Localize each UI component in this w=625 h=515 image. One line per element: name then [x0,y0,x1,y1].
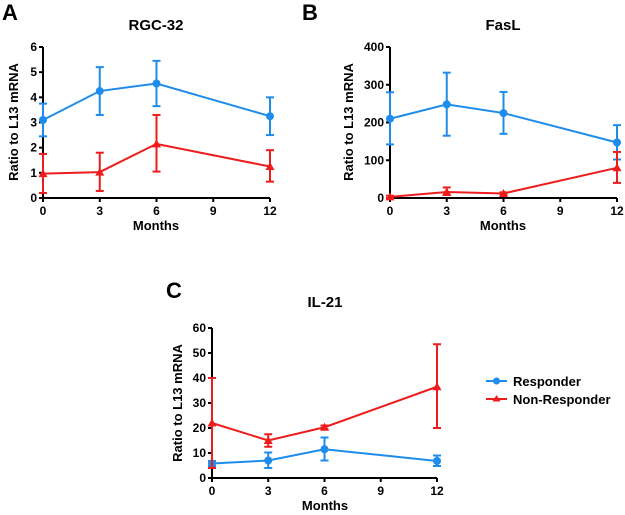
legend-circle-icon [493,377,500,385]
chart-title-a: RGC-32 [128,17,183,34]
series-line-responder [42,82,271,121]
chart-title-c: IL-21 [307,294,342,311]
plot-area-b: 0 100 200 300 400 0 3 6 9 12 [364,40,624,218]
series-non-responder [385,150,622,201]
panel-letter-b: B [302,0,318,25]
data-point-circle [386,114,394,123]
y-tick-label: 4 [30,90,37,104]
data-point-triangle [499,188,508,197]
y-axis-label-a: Ratio to L13 mRNA [6,63,21,181]
legend-label-responder: Responder [513,374,581,389]
data-point-triangle [265,162,275,171]
series-responder [386,71,621,161]
series-non-responder [38,113,275,194]
series-non-responder [207,343,442,469]
x-tick-label: 3 [96,204,103,218]
plot-area-c: 0 10 20 30 40 50 60 0 3 6 9 12 [193,321,444,498]
data-point-triangle [442,187,452,196]
data-point-circle [499,109,508,118]
x-tick-label: 6 [153,204,160,218]
series-line-non-responder [42,142,271,175]
x-tick-label: 6 [500,204,507,218]
panel-c: C IL-21 Months Ratio to L13 mRNA 0102030… [166,278,444,513]
y-tick-label: 400 [364,40,384,54]
x-axis-label-b: Months [480,218,526,233]
x-tick-label: 9 [377,484,384,498]
x-tick-label: 9 [210,204,217,218]
y-tick-label: 60 [193,321,207,335]
panel-letter-c: C [166,278,182,303]
series-line-non-responder [389,166,618,198]
y-tick-label: 30 [193,396,207,410]
y-tick-label: 2 [30,141,37,155]
data-point-triangle [385,192,395,201]
x-tick-label: 6 [321,484,328,498]
data-point-triangle [320,422,329,431]
data-point-circle [152,79,161,88]
y-axis-label-b: Ratio to L13 mRNA [341,63,356,181]
x-tick-label: 9 [557,204,564,218]
x-tick-label: 3 [443,204,450,218]
data-point-circle [266,112,274,121]
y-tick-label: 6 [30,40,37,54]
series-line-responder [211,448,438,465]
y-axis-label-c: Ratio to L13 mRNA [170,344,185,462]
data-point-triangle [612,163,622,172]
chart-title-b: FasL [485,17,520,34]
x-tick-label: 12 [430,484,444,498]
y-tick-label: 40 [193,371,207,385]
data-point-circle [442,100,451,109]
y-tick-label: 50 [193,346,207,360]
x-tick-label: 3 [265,484,272,498]
series-line-non-responder [211,385,438,442]
y-tick-label: 0 [377,191,384,205]
data-point-circle [264,456,273,465]
series-line-responder [389,103,618,144]
data-point-triangle [432,382,442,391]
y-tick-label: 200 [364,116,384,130]
panel-letter-a: A [2,0,18,25]
x-tick-label: 0 [40,204,47,218]
y-tick-label: 0 [199,471,206,485]
data-point-circle [320,445,329,454]
legend-item-responder: Responder [486,374,581,389]
series-responder [39,59,274,138]
data-point-triangle [38,169,48,178]
data-point-circle [613,138,621,147]
legend: Responder Non-Responder [486,374,611,407]
y-tick-label: 300 [364,78,384,92]
legend-label-non-responder: Non-Responder [513,392,611,407]
series-responder [208,436,441,469]
legend-triangle-icon [492,395,501,402]
x-axis-label-a: Months [133,218,179,233]
x-tick-label: 12 [610,204,624,218]
x-axis-label-c: Months [302,498,348,513]
x-tick-label: 0 [387,204,394,218]
y-tick-label: 20 [193,421,207,435]
data-point-circle [433,457,441,465]
panel-a: A RGC-32 Months Ratio to L13 mRNA 012345… [2,0,277,233]
y-tick-label: 100 [364,153,384,167]
y-tick-label: 0 [30,191,37,205]
x-tick-label: 12 [263,204,277,218]
panel-b: B FasL Months Ratio to L13 mRNA 0 100 200 3… [302,0,624,233]
legend-item-non-responder: Non-Responder [486,392,611,407]
x-tick-label: 0 [209,484,216,498]
data-point-circle [39,115,47,124]
data-point-triangle [95,167,105,176]
y-tick-label: 5 [30,65,37,79]
data-point-triangle [152,139,161,148]
data-point-triangle [263,436,273,444]
data-point-circle [95,87,104,96]
y-tick-label: 3 [30,116,37,130]
y-tick-label: 1 [30,166,37,180]
data-point-triangle [207,418,217,427]
y-tick-label: 10 [193,446,207,460]
